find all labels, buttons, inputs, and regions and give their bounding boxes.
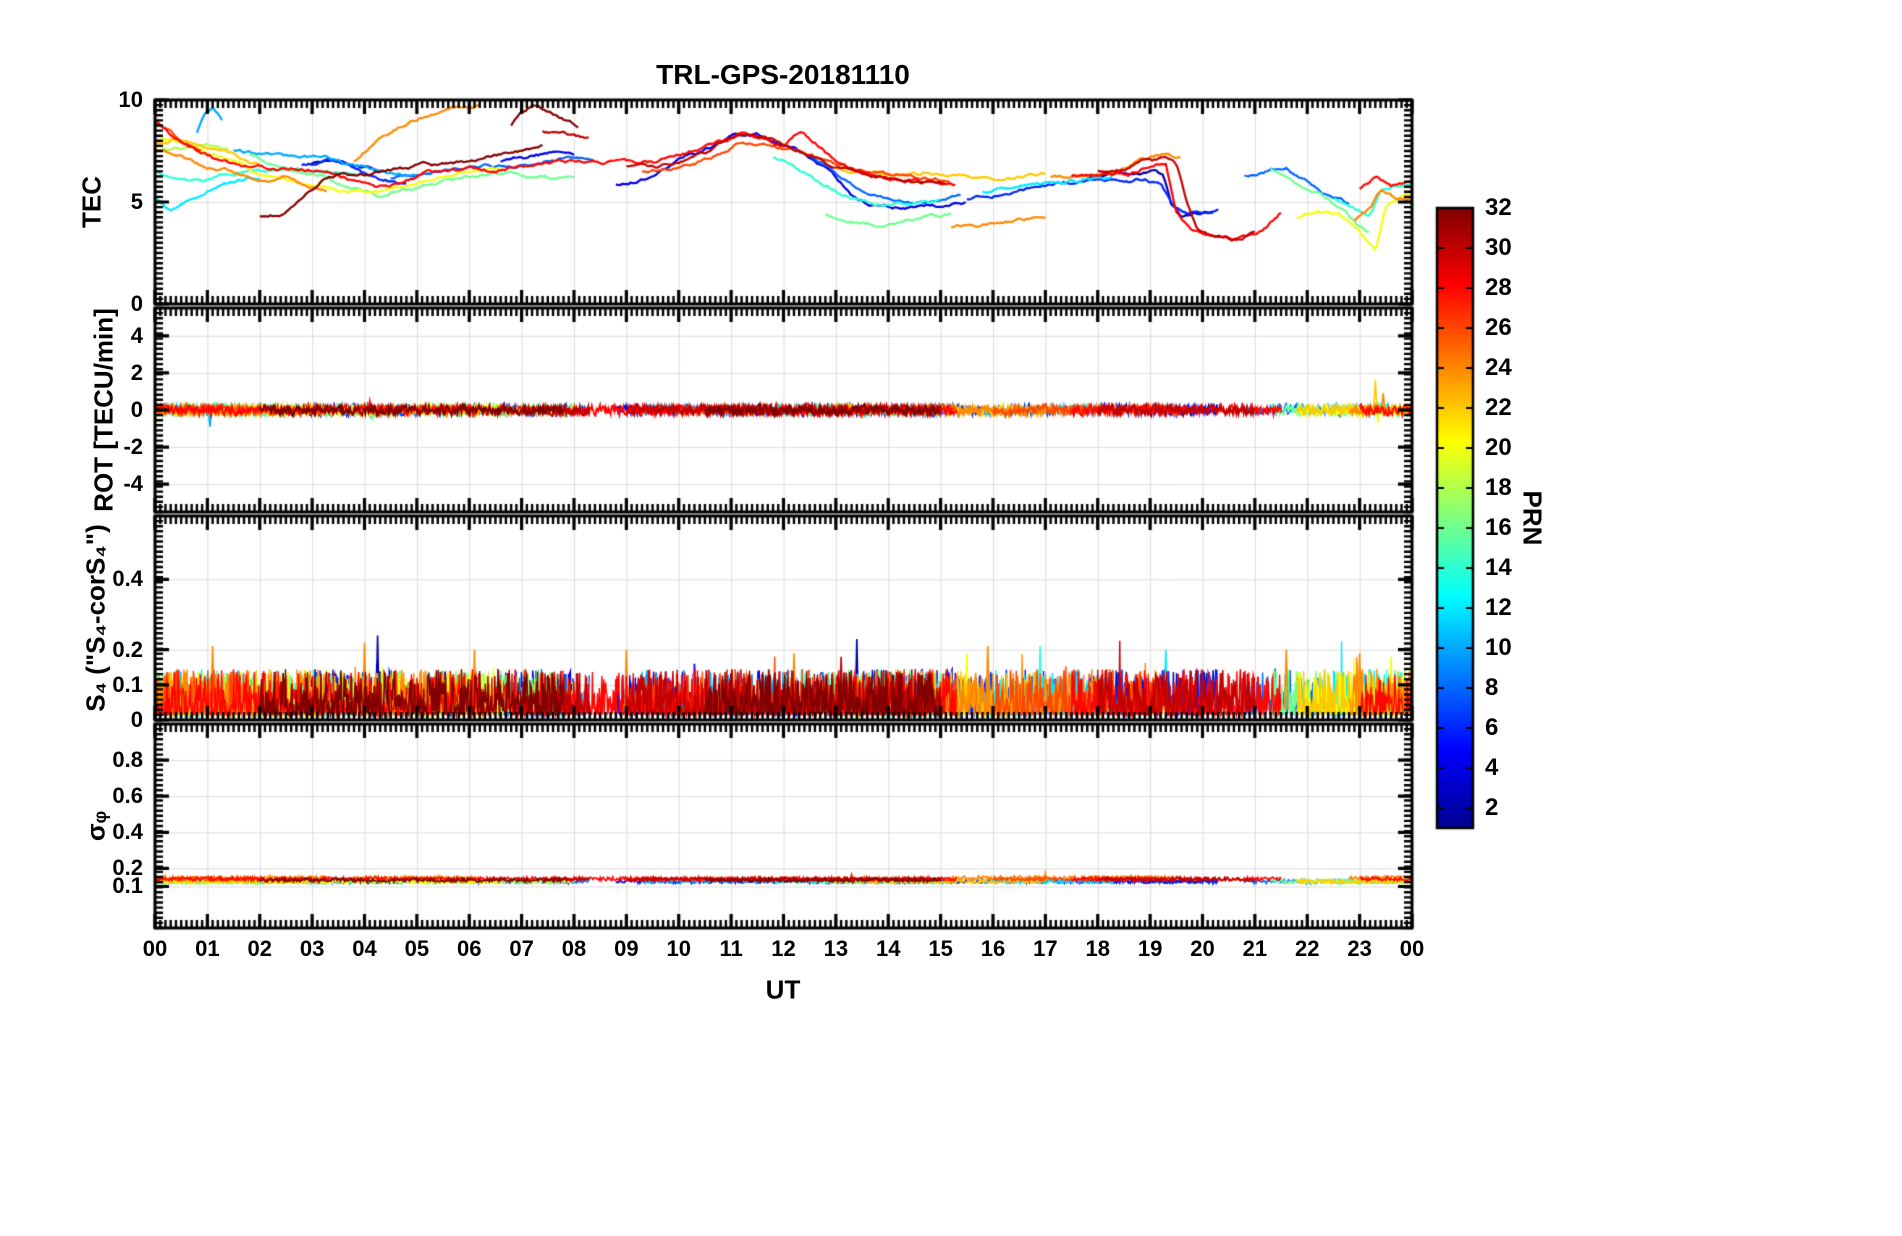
y-tick-label: 5 — [130, 189, 143, 214]
x-tick-label: 04 — [352, 936, 377, 961]
y-tick-label: 0 — [130, 397, 143, 422]
y-tick-label: 0.2 — [112, 636, 143, 662]
colorbar-tick-label: 28 — [1485, 274, 1512, 301]
y-tick-label: -4 — [123, 471, 143, 497]
x-tick-label: 11 — [719, 936, 743, 961]
colorbar-tick-label: 32 — [1485, 194, 1512, 221]
x-tick-label: 01 — [195, 936, 220, 961]
colorbar-tick-label: 16 — [1485, 514, 1512, 541]
colorbar-tick-label: 20 — [1485, 434, 1512, 461]
colorbar-tick-label: 4 — [1485, 754, 1499, 781]
x-tick-label: 12 — [771, 936, 796, 961]
x-tick-label: 02 — [247, 936, 272, 961]
colorbar-tick-label: 6 — [1485, 714, 1499, 741]
x-tick-label: 08 — [561, 936, 587, 961]
x-tick-label: 09 — [614, 936, 639, 961]
xlabel: UT — [765, 974, 801, 1005]
y-tick-label: 0.4 — [112, 566, 143, 592]
x-tick-label: 10 — [666, 936, 691, 961]
ylabel-s4: S₄ ("S₄-corS₄") — [80, 524, 111, 712]
x-tick-label: 19 — [1137, 936, 1163, 961]
colorbar-tick-label: 8 — [1485, 674, 1499, 701]
colorbar-tick-label: 10 — [1485, 634, 1512, 661]
x-tick-label: 06 — [457, 936, 482, 961]
colorbar-tick-label: 18 — [1485, 474, 1512, 501]
y-tick-label: 0 — [130, 707, 143, 732]
chart-title: TRL-GPS-20181110 — [656, 59, 910, 90]
x-tick-label: 23 — [1347, 936, 1372, 961]
x-tick-label: 00 — [1399, 936, 1425, 961]
colorbar-tick-label: 12 — [1485, 594, 1512, 621]
y-tick-label: 0.1 — [112, 873, 143, 899]
colorbar-tick-label: 22 — [1485, 394, 1512, 421]
y-tick-label: 0.2 — [112, 855, 143, 881]
x-tick-label: 21 — [1242, 936, 1268, 961]
colorbar-label: PRN — [1517, 490, 1548, 546]
x-tick-label: 16 — [980, 936, 1006, 961]
x-tick-label: 07 — [509, 936, 534, 961]
x-tick-label: 14 — [876, 936, 901, 961]
y-tick-label: 0 — [130, 291, 143, 316]
y-tick-label: 0.1 — [112, 671, 143, 697]
ylabel-rot: ROT [TECU/min] — [88, 308, 119, 512]
y-tick-label: 0.4 — [112, 819, 143, 845]
y-tick-label: 0.8 — [112, 747, 143, 773]
x-tick-label: 05 — [404, 936, 430, 961]
colorbar-tick-label: 24 — [1485, 354, 1512, 381]
y-tick-label: 0.6 — [112, 783, 143, 809]
colorbar-tick-label: 26 — [1485, 314, 1512, 341]
colorbar-tick-label: 2 — [1485, 794, 1499, 821]
y-tick-label: -2 — [123, 434, 143, 460]
x-tick-label: 03 — [299, 936, 325, 961]
colorbar-tick-label: 14 — [1485, 554, 1512, 581]
x-tick-label: 18 — [1085, 936, 1110, 961]
y-tick-label: 2 — [130, 359, 143, 385]
colorbar-tick-label: 30 — [1485, 234, 1512, 261]
x-tick-label: 13 — [823, 936, 849, 961]
x-tick-label: 00 — [142, 936, 168, 961]
x-tick-label: 15 — [928, 936, 953, 961]
x-tick-label: 20 — [1190, 936, 1215, 961]
ylabel-sigma-phi: σᵩ — [80, 810, 111, 842]
x-tick-label: 17 — [1033, 936, 1058, 961]
x-tick-label: 22 — [1295, 936, 1320, 961]
y-tick-label: 10 — [118, 87, 143, 112]
ylabel-tec: TEC — [76, 176, 107, 228]
y-tick-label: 4 — [130, 322, 143, 348]
